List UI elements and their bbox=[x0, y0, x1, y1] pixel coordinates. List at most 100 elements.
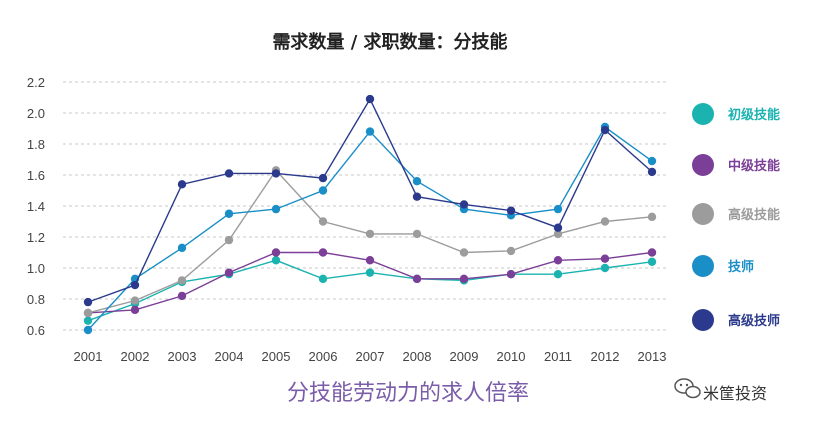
x-axis-ticks: 2001 2002 2003 2004 2005 2006 2007 2008 2009 2010… bbox=[74, 349, 667, 364]
data-point bbox=[553, 229, 563, 239]
legend-label: 技师 bbox=[728, 259, 754, 275]
chart-title: 需求数量 / 求职数量：分技能 bbox=[272, 31, 507, 53]
data-point bbox=[177, 276, 187, 285]
x-tick-label: 2007 bbox=[356, 349, 385, 364]
data-point bbox=[459, 200, 469, 209]
data-point bbox=[647, 248, 657, 257]
data-point bbox=[224, 235, 234, 245]
watermark: 米筐投资 bbox=[674, 378, 767, 403]
legend-item: 高级技师 bbox=[692, 309, 780, 331]
data-point bbox=[318, 274, 328, 284]
data-point bbox=[365, 94, 375, 104]
data-point bbox=[318, 248, 328, 257]
data-point bbox=[506, 206, 516, 215]
legend-item: 中级技能 bbox=[692, 154, 780, 176]
data-point bbox=[600, 125, 610, 135]
data-point bbox=[647, 156, 657, 166]
data-point bbox=[130, 280, 140, 290]
y-tick-label: 2.2 bbox=[27, 75, 45, 90]
data-point bbox=[459, 248, 469, 257]
series-1 bbox=[83, 256, 657, 325]
data-point bbox=[224, 209, 234, 218]
legend-item: 技师 bbox=[692, 255, 754, 277]
data-point bbox=[271, 248, 281, 257]
data-point bbox=[600, 254, 610, 263]
legend-item: 初级技能 bbox=[692, 103, 780, 125]
data-point bbox=[83, 297, 93, 307]
legend-label: 中级技能 bbox=[728, 158, 780, 174]
data-point bbox=[647, 257, 657, 266]
x-tick-label: 2003 bbox=[168, 349, 197, 364]
y-axis-ticks: 0.6 0.8 1.0 1.2 1.4 1.6 1.8 2.0 2.2 bbox=[27, 75, 45, 338]
legend-label: 高级技师 bbox=[728, 313, 780, 329]
y-tick-label: 1.0 bbox=[27, 261, 45, 276]
legend-marker bbox=[692, 203, 714, 225]
y-tick-label: 0.6 bbox=[27, 323, 45, 338]
legend-marker bbox=[692, 255, 714, 277]
data-point bbox=[647, 167, 657, 177]
data-point bbox=[365, 127, 375, 136]
x-tick-label: 2010 bbox=[497, 349, 526, 364]
data-point bbox=[365, 256, 375, 265]
data-point bbox=[506, 246, 516, 256]
data-point bbox=[553, 270, 563, 279]
data-point bbox=[130, 305, 140, 315]
data-point bbox=[553, 256, 563, 265]
data-point bbox=[553, 223, 563, 232]
data-point bbox=[83, 308, 93, 318]
y-tick-label: 1.8 bbox=[27, 137, 45, 152]
data-point bbox=[271, 204, 281, 214]
series-line bbox=[87, 125, 653, 331]
y-tick-label: 0.8 bbox=[27, 292, 45, 307]
x-tick-label: 2006 bbox=[309, 349, 338, 364]
data-point bbox=[318, 186, 328, 195]
y-tick-label: 1.2 bbox=[27, 230, 45, 245]
x-tick-label: 2002 bbox=[121, 349, 150, 364]
watermark-text: 米筐投资 bbox=[703, 384, 767, 403]
data-point bbox=[318, 173, 328, 183]
series-5 bbox=[83, 94, 657, 307]
legend-marker bbox=[692, 103, 714, 125]
data-point bbox=[83, 316, 93, 325]
data-point bbox=[177, 180, 187, 189]
data-point bbox=[412, 229, 422, 239]
data-point bbox=[271, 169, 281, 178]
data-point bbox=[365, 268, 375, 277]
data-point bbox=[83, 325, 93, 335]
x-tick-label: 2012 bbox=[591, 349, 620, 364]
x-tick-label: 2013 bbox=[638, 349, 667, 364]
x-tick-label: 2011 bbox=[544, 349, 572, 364]
grid-lines bbox=[63, 81, 668, 331]
wechat-icon bbox=[674, 378, 701, 399]
legend-label: 高级技能 bbox=[728, 207, 780, 223]
data-point bbox=[506, 270, 516, 279]
y-tick-label: 2.0 bbox=[27, 106, 45, 121]
data-point bbox=[318, 217, 328, 226]
y-tick-label: 1.6 bbox=[27, 168, 45, 183]
data-point bbox=[177, 291, 187, 301]
data-point bbox=[130, 296, 140, 305]
data-point bbox=[177, 243, 187, 253]
data-point bbox=[600, 263, 610, 273]
x-tick-label: 2005 bbox=[262, 349, 291, 364]
data-point bbox=[412, 177, 422, 186]
series-4 bbox=[83, 122, 657, 335]
x-tick-label: 2009 bbox=[450, 349, 479, 364]
data-point bbox=[412, 274, 422, 284]
legend-item: 高级技能 bbox=[692, 203, 780, 225]
x-tick-label: 2001 bbox=[74, 349, 103, 364]
data-point bbox=[600, 217, 610, 226]
legend-marker bbox=[692, 309, 714, 331]
legend-marker bbox=[692, 154, 714, 176]
x-tick-label: 2004 bbox=[215, 349, 244, 364]
chart-subtitle: 分技能劳动力的求人倍率 bbox=[287, 381, 529, 406]
data-point bbox=[647, 212, 657, 222]
y-tick-label: 1.4 bbox=[27, 199, 45, 214]
data-point bbox=[271, 256, 281, 265]
plot-area bbox=[83, 94, 657, 335]
x-tick-label: 2008 bbox=[403, 349, 432, 364]
data-point bbox=[459, 274, 469, 284]
data-point bbox=[224, 268, 234, 277]
